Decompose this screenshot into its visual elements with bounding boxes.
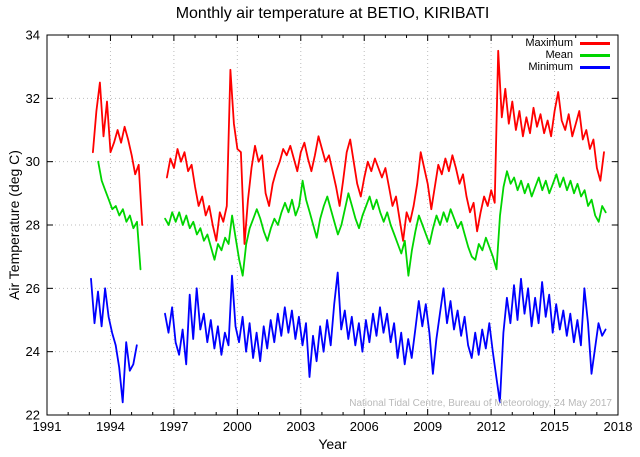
x-axis-label: Year bbox=[318, 436, 347, 452]
y-tick-label: 28 bbox=[26, 218, 40, 233]
legend-item-mean: Mean bbox=[525, 50, 610, 61]
x-tick-label: 1991 bbox=[33, 419, 62, 434]
legend-line-swatch bbox=[580, 42, 610, 45]
y-tick-label: 24 bbox=[26, 344, 40, 359]
legend-line-swatch bbox=[580, 54, 610, 57]
chart-title: Monthly air temperature at BETIO, KIRIBA… bbox=[175, 5, 490, 22]
x-tick-label: 1997 bbox=[159, 419, 188, 434]
y-tick-label: 22 bbox=[26, 408, 40, 423]
series-line-minimum bbox=[90, 271, 607, 404]
legend: Maximum Mean Minimum bbox=[525, 38, 610, 73]
x-tick-label: 1994 bbox=[96, 419, 125, 434]
legend-item-minimum: Minimum bbox=[525, 62, 610, 73]
x-tick-label: 2009 bbox=[413, 419, 442, 434]
legend-label: Maximum bbox=[525, 37, 573, 49]
series-line-mean bbox=[97, 160, 607, 277]
legend-label: Mean bbox=[545, 49, 573, 61]
y-axis-label: Air Temperature (deg C) bbox=[6, 150, 22, 300]
x-tick-label: 2000 bbox=[223, 419, 252, 434]
y-tick-label: 30 bbox=[26, 154, 40, 169]
y-tick-label: 26 bbox=[26, 281, 40, 296]
x-tick-label: 2006 bbox=[350, 419, 379, 434]
x-tick-label: 2012 bbox=[477, 419, 506, 434]
x-tick-label: 2015 bbox=[540, 419, 569, 434]
y-tick-label: 32 bbox=[26, 91, 40, 106]
y-tick-label: 34 bbox=[26, 28, 40, 43]
legend-label: Minimum bbox=[528, 61, 573, 73]
watermark: National Tidal Centre, Bureau of Meteoro… bbox=[349, 398, 612, 409]
x-tick-label: 2018 bbox=[604, 419, 633, 434]
legend-line-swatch bbox=[580, 66, 610, 69]
legend-item-maximum: Maximum bbox=[525, 38, 610, 49]
series-line-maximum bbox=[92, 49, 605, 245]
x-tick-label: 2003 bbox=[286, 419, 315, 434]
